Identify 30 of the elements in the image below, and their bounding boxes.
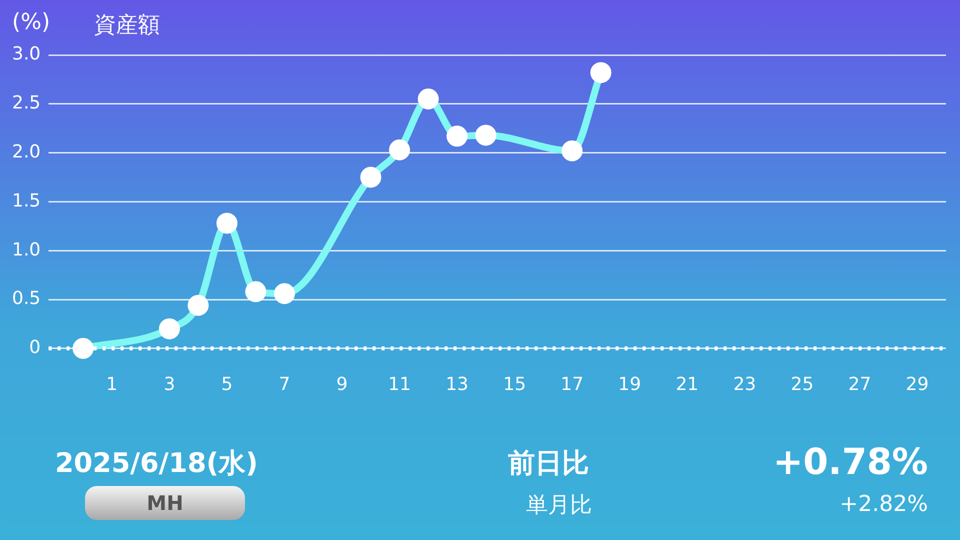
x-tick-label: 7 — [278, 374, 290, 395]
text: +0.78% — [772, 442, 928, 483]
x-tick-label: 29 — [906, 374, 929, 395]
text: +2.82% — [840, 492, 928, 517]
x-tick-label: 9 — [336, 374, 348, 395]
y-axis-title: (%) — [12, 10, 50, 35]
y-tick-label: 0 — [29, 337, 41, 358]
y-tick-label: 1.5 — [12, 190, 41, 212]
text: 2025/6/18(水) — [55, 447, 258, 481]
chart-title: 資産額 — [94, 12, 160, 40]
x-tick-label: 17 — [560, 374, 584, 395]
x-tick-label: 23 — [733, 374, 756, 395]
x-tick-label: 19 — [618, 374, 642, 395]
y-tick-label: 2.5 — [12, 92, 41, 114]
y-tick-label: 3.0 — [12, 44, 41, 65]
x-tick-label: 5 — [221, 374, 233, 395]
y-tick-label: 0.5 — [12, 288, 41, 310]
x-tick-label: 11 — [388, 374, 411, 395]
text: 前日比 — [508, 447, 589, 481]
y-tick-label: 2.0 — [12, 141, 41, 162]
x-tick-label: 25 — [790, 374, 814, 395]
x-tick-label: 3 — [164, 374, 176, 395]
text: MH — [85, 486, 245, 520]
x-tick-label: 15 — [503, 374, 526, 395]
y-tick-label: 1.0 — [12, 239, 41, 260]
x-tick-label: 21 — [676, 374, 699, 395]
x-tick-label: 27 — [848, 374, 872, 395]
text: 単月比 — [526, 492, 592, 520]
x-tick-label: 13 — [446, 374, 468, 395]
x-tick-label: 1 — [106, 374, 118, 395]
